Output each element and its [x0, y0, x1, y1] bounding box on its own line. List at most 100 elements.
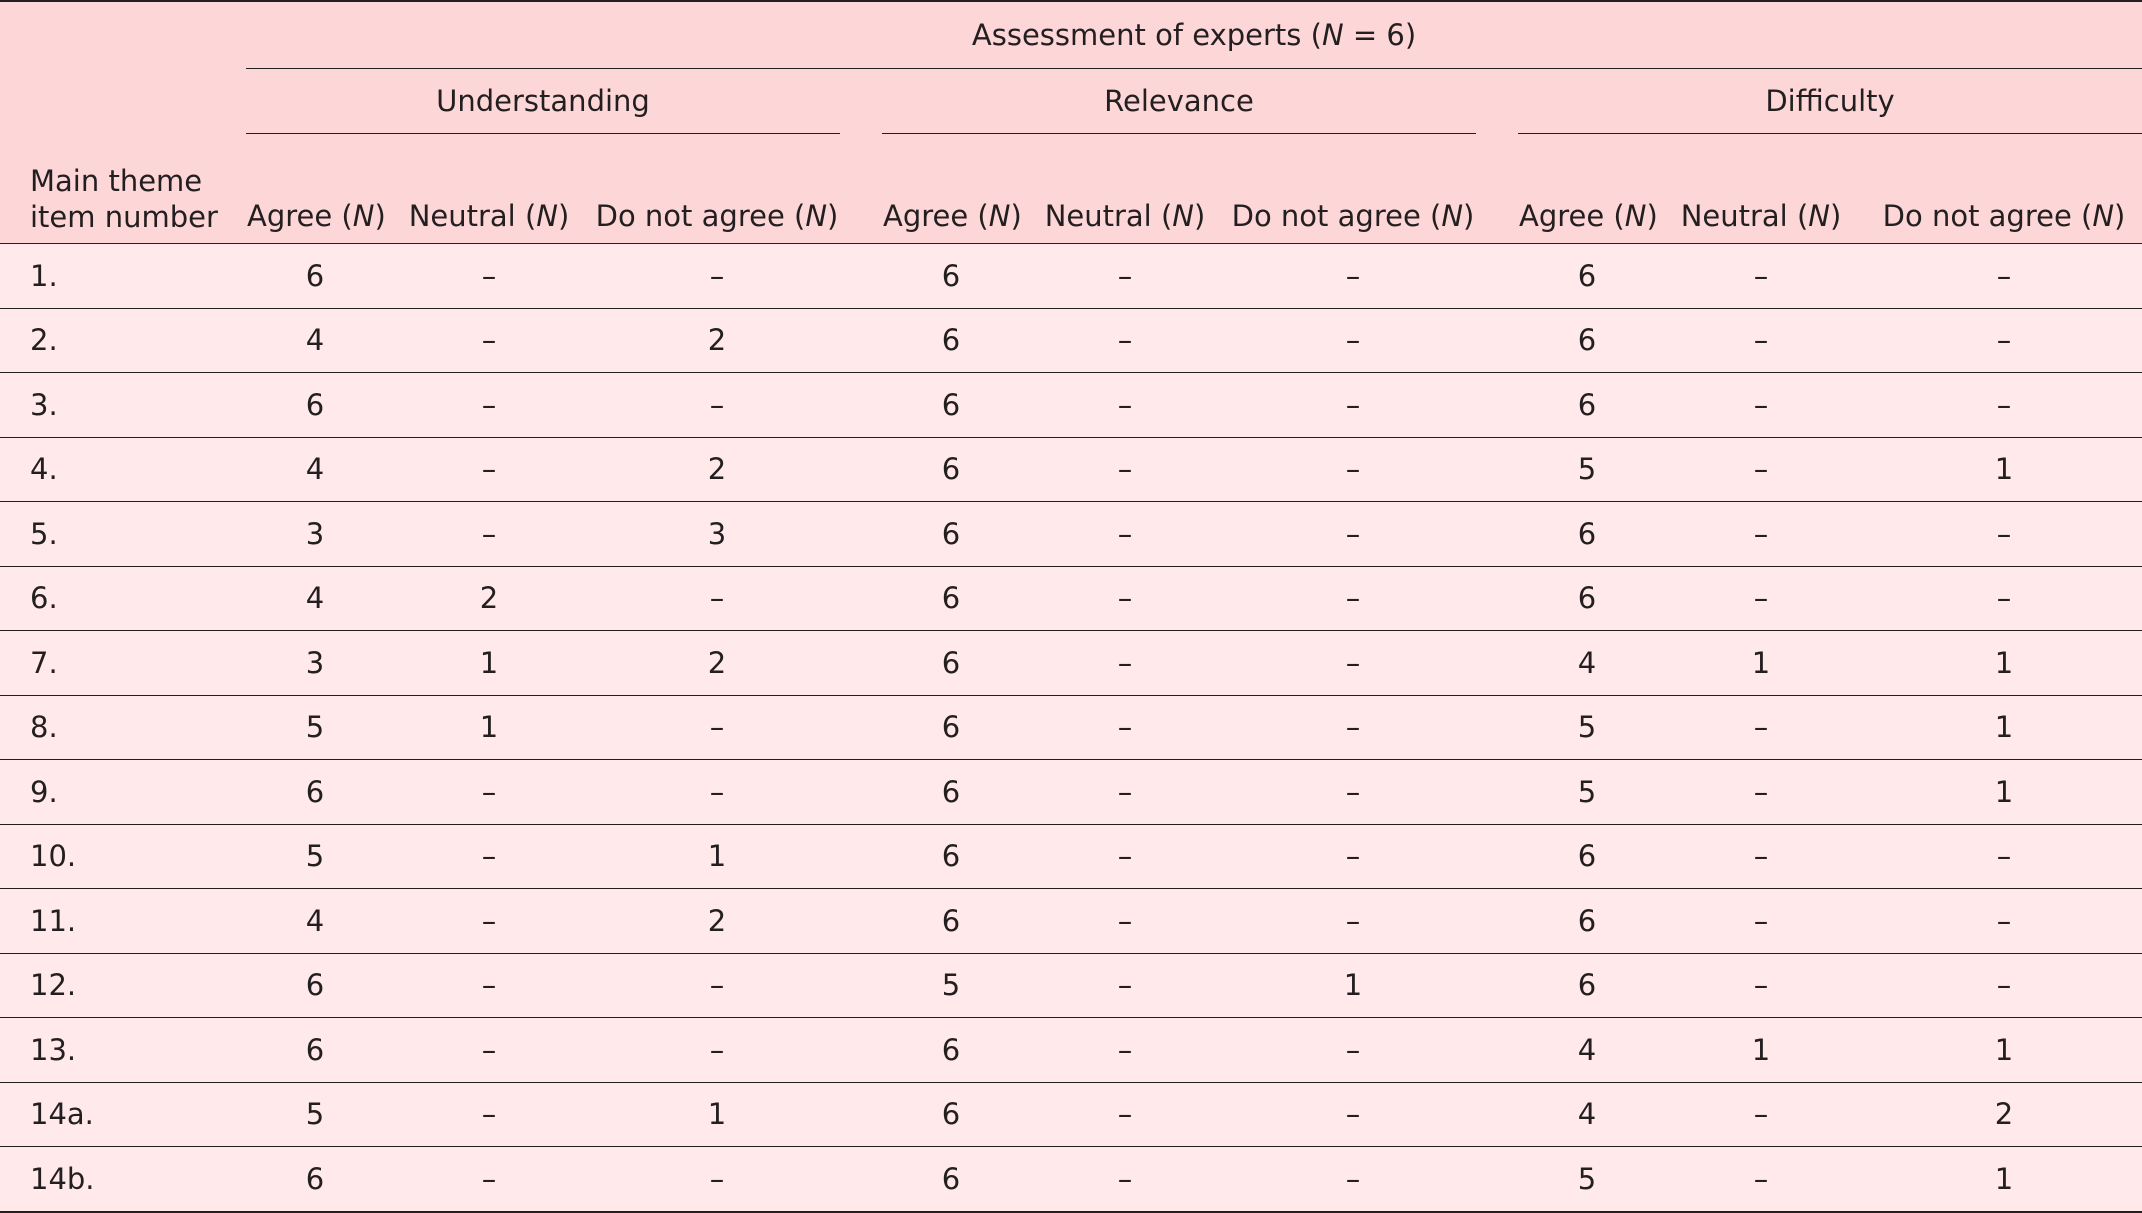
understanding-do-not-agree-cell: –: [709, 387, 725, 422]
table-row: 11. 4 – 2 6 – – 6 – –: [0, 888, 2142, 953]
gap-cell: [1476, 760, 1518, 825]
relevance-neutral-cell: –: [1117, 323, 1133, 358]
understanding-agree-cell: 6: [305, 387, 325, 422]
relevance-agree-cell: 6: [941, 1161, 961, 1196]
subcol-neutral: Neutral (N): [1044, 199, 1206, 233]
table-row: 13. 6 – – 6 – – 4 1 1: [0, 1017, 2142, 1082]
subcol-do-not-agree: Do not agree (N): [1882, 199, 2126, 233]
relevance-do-not-agree-cell: –: [1345, 581, 1361, 616]
understanding-neutral-cell: –: [481, 516, 497, 551]
understanding-do-not-agree-cell: –: [709, 968, 725, 1003]
difficulty-neutral-cell: –: [1753, 581, 1769, 616]
table-row: 2. 4 – 2 6 – – 6 – –: [0, 308, 2142, 373]
understanding-do-not-agree-cell: –: [709, 1161, 725, 1196]
item-number-cell: 8.: [30, 710, 58, 745]
understanding-do-not-agree-cell: 2: [707, 323, 727, 358]
difficulty-agree-cell: 6: [1577, 968, 1597, 1003]
table-row: 9. 6 – – 6 – – 5 – 1: [0, 759, 2142, 825]
difficulty-neutral-cell: –: [1753, 387, 1769, 422]
understanding-do-not-agree-cell: 2: [707, 452, 727, 487]
relevance-neutral-cell: –: [1117, 1032, 1133, 1067]
header-row-super: Main theme item number Assessment of exp…: [0, 1, 2142, 234]
table-row: 14a. 5 – 1 6 – – 4 – 2: [0, 1082, 2142, 1147]
relevance-do-not-agree-cell: –: [1345, 903, 1361, 938]
relevance-do-not-agree-cell: –: [1345, 645, 1361, 680]
gap-cell: [1476, 566, 1518, 631]
gap-cell: [1476, 244, 1518, 309]
relevance-neutral-cell: –: [1117, 839, 1133, 874]
difficulty-neutral-cell: –: [1753, 258, 1769, 293]
understanding-neutral-cell: –: [481, 1097, 497, 1132]
super-title-var: N: [1321, 18, 1344, 52]
super-title-suffix: = 6): [1343, 18, 1417, 52]
relevance-agree-cell: 6: [941, 516, 961, 551]
relevance-do-not-agree-cell: –: [1345, 452, 1361, 487]
item-number-cell: 5.: [30, 516, 58, 551]
difficulty-agree-cell: 6: [1577, 839, 1597, 874]
relevance-agree-cell: 6: [941, 1097, 961, 1132]
understanding-do-not-agree-cell: –: [709, 258, 725, 293]
difficulty-do-not-agree-cell: 2: [1994, 1097, 2014, 1132]
header-row-subcolumns: Agree (N) Neutral (N) Do not agree (N) A…: [0, 133, 2142, 244]
gap-cell: [840, 373, 882, 438]
difficulty-agree-cell: 6: [1577, 516, 1597, 551]
understanding-agree-cell: 4: [305, 323, 325, 358]
understanding-agree-cell: 3: [305, 516, 325, 551]
row-label-line1: Main theme: [30, 164, 203, 198]
relevance-neutral-cell: –: [1117, 1161, 1133, 1196]
understanding-neutral-cell: –: [481, 258, 497, 293]
understanding-neutral-cell: –: [481, 839, 497, 874]
relevance-agree-cell: 6: [941, 581, 961, 616]
item-number-cell: 6.: [30, 581, 58, 616]
gap-cell: [840, 631, 882, 696]
difficulty-do-not-agree-cell: 1: [1994, 710, 2014, 745]
relevance-do-not-agree-cell: –: [1345, 516, 1361, 551]
understanding-do-not-agree-cell: –: [709, 710, 725, 745]
gap-cell: [840, 437, 882, 502]
table-row: 10. 5 – 1 6 – – 6 – –: [0, 824, 2142, 889]
gap-cell: [1476, 437, 1518, 502]
difficulty-neutral-cell: –: [1753, 774, 1769, 809]
row-label-line2: item number: [30, 200, 218, 234]
relevance-do-not-agree-cell: –: [1345, 1032, 1361, 1067]
relevance-neutral-cell: –: [1117, 710, 1133, 745]
difficulty-do-not-agree-cell: 1: [1994, 774, 2014, 809]
difficulty-do-not-agree-cell: –: [1996, 839, 2012, 874]
difficulty-do-not-agree-cell: –: [1996, 968, 2012, 1003]
gap-cell: [1476, 502, 1518, 567]
super-title-prefix: Assessment of experts (: [971, 18, 1322, 52]
difficulty-do-not-agree-cell: –: [1996, 387, 2012, 422]
understanding-agree-cell: 6: [305, 258, 325, 293]
difficulty-agree-cell: 5: [1577, 710, 1597, 745]
relevance-do-not-agree-cell: –: [1345, 323, 1361, 358]
relevance-do-not-agree-cell: –: [1345, 1161, 1361, 1196]
relevance-do-not-agree-cell: –: [1345, 387, 1361, 422]
super-title-header: Assessment of experts (N = 6): [246, 1, 2142, 69]
gap-cell: [840, 308, 882, 373]
difficulty-do-not-agree-cell: 1: [1994, 1032, 2014, 1067]
understanding-neutral-cell: –: [481, 387, 497, 422]
difficulty-do-not-agree-cell: 1: [1994, 645, 2014, 680]
relevance-neutral-cell: –: [1117, 258, 1133, 293]
difficulty-neutral-cell: –: [1753, 1097, 1769, 1132]
difficulty-do-not-agree-cell: –: [1996, 516, 2012, 551]
difficulty-do-not-agree-cell: –: [1996, 258, 2012, 293]
relevance-neutral-cell: –: [1117, 581, 1133, 616]
table-row: 12. 6 – – 5 – 1 6 – –: [0, 953, 2142, 1018]
relevance-agree-cell: 6: [941, 387, 961, 422]
relevance-neutral-cell: –: [1117, 387, 1133, 422]
relevance-do-not-agree-cell: 1: [1343, 968, 1363, 1003]
understanding-neutral-cell: –: [481, 1032, 497, 1067]
difficulty-agree-cell: 6: [1577, 581, 1597, 616]
table-row: 4. 4 – 2 6 – – 5 – 1: [0, 437, 2142, 502]
group-relevance: Relevance: [882, 68, 1476, 134]
item-number-cell: 14b.: [30, 1161, 95, 1196]
item-number-cell: 12.: [30, 968, 77, 1003]
understanding-agree-cell: 4: [305, 581, 325, 616]
gap-cell: [1476, 308, 1518, 373]
understanding-do-not-agree-cell: 2: [707, 645, 727, 680]
gap-cell: [840, 953, 882, 1018]
understanding-neutral-cell: –: [481, 1161, 497, 1196]
